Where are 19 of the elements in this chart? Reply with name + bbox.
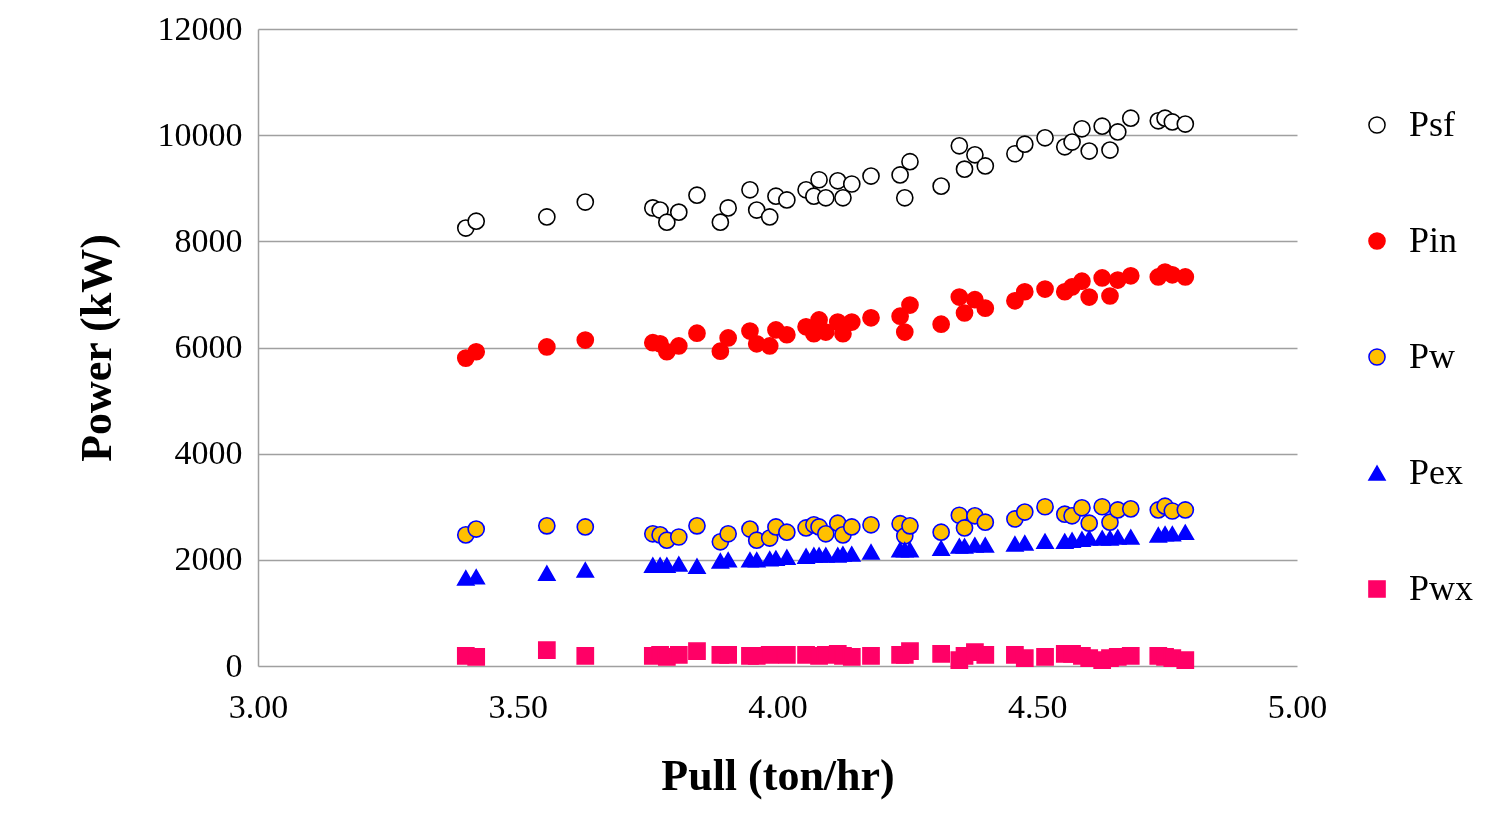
y-tick-label: 12000: [157, 9, 243, 47]
legend-label: Pin: [1409, 220, 1458, 260]
x-tick-label: 5.00: [1267, 687, 1328, 725]
y-tick-label: 2000: [174, 540, 243, 578]
x-axis-title: Pull (ton/hr): [661, 750, 895, 800]
legend-label: Pwx: [1409, 568, 1474, 608]
legend-label: Pw: [1409, 336, 1456, 376]
legend-label: Pex: [1409, 452, 1463, 492]
x-tick-label: 4.50: [1008, 687, 1068, 725]
x-tick-label: 4.00: [748, 687, 808, 725]
y-tick-label: 10000: [157, 115, 243, 153]
x-tick-label: 3.50: [488, 687, 548, 725]
y-tick-label: 6000: [174, 328, 243, 365]
y-tick-label: 8000: [174, 221, 243, 259]
y-tick-label: 0: [225, 646, 243, 684]
legend-label: Psf: [1409, 104, 1456, 144]
y-tick-label: 4000: [174, 434, 243, 472]
x-tick-label: 3.00: [228, 687, 289, 725]
y-axis-title: Power (kW): [71, 234, 121, 462]
